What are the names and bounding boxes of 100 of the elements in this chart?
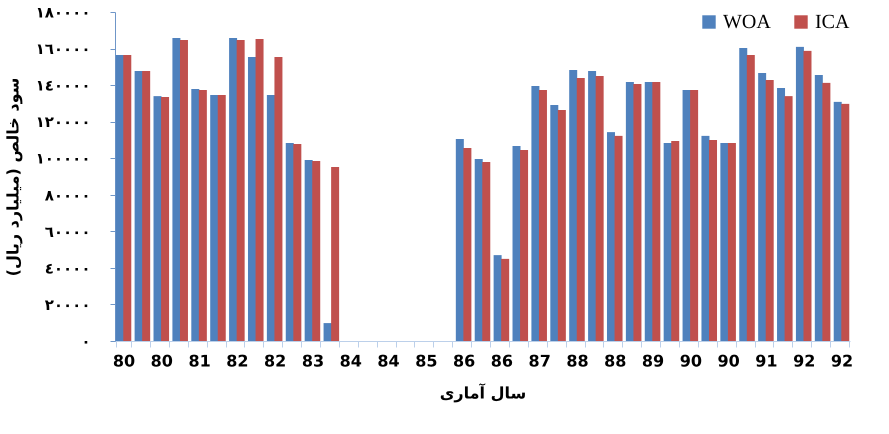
bar — [728, 143, 736, 341]
bar — [834, 102, 842, 341]
bar — [671, 141, 680, 341]
bar — [558, 110, 566, 341]
bar — [550, 105, 558, 341]
bar — [248, 56, 256, 341]
bar — [766, 80, 774, 341]
x-tick-label: 86 — [490, 352, 514, 370]
bar — [324, 323, 332, 341]
bar — [664, 143, 672, 341]
bar — [494, 255, 502, 341]
bar — [154, 96, 162, 341]
bar — [682, 90, 691, 341]
bar — [229, 38, 238, 341]
bar — [784, 96, 793, 341]
bar — [720, 143, 728, 341]
bar — [274, 56, 282, 341]
x-tick-label: 84 — [377, 352, 400, 370]
y-tick-label: ٠ — [81, 332, 90, 350]
bar — [758, 73, 766, 341]
bar — [841, 104, 850, 341]
bar — [474, 158, 483, 341]
bar — [293, 144, 302, 341]
bar — [123, 54, 132, 341]
bar — [482, 162, 490, 341]
x-tick-label: 92 — [830, 352, 854, 370]
y-tick-label: ٦٠٠٠٠ — [44, 222, 90, 241]
x-tick-label: 80 — [150, 352, 173, 370]
bar — [134, 71, 143, 341]
bar — [814, 75, 823, 341]
x-tick-label: 90 — [680, 352, 702, 370]
bar — [218, 94, 226, 341]
x-tick-label: 86 — [452, 352, 476, 370]
bar — [538, 90, 547, 341]
y-tick-label: ١٢٠٠٠٠ — [36, 113, 90, 132]
x-tick-label: 91 — [755, 352, 778, 370]
bar — [596, 76, 604, 341]
x-tick-label: 88 — [566, 352, 589, 370]
bar — [198, 90, 207, 341]
bar — [633, 84, 642, 341]
x-tick-label: 81 — [188, 352, 211, 370]
bar — [463, 148, 472, 341]
y-tick-label: ١٠٠٠٠٠ — [36, 150, 90, 168]
bar — [210, 94, 218, 341]
bar — [266, 94, 275, 341]
bar — [520, 150, 528, 341]
x-tick-label: 80 — [112, 352, 136, 370]
legend-label: ICA — [815, 11, 850, 33]
bar — [626, 82, 634, 341]
bar — [456, 139, 464, 341]
y-tick-label: ٤٠٠٠٠ — [44, 259, 90, 278]
bar — [501, 258, 510, 341]
bar — [286, 143, 294, 341]
bar — [256, 39, 264, 341]
bar — [701, 136, 710, 341]
bar — [116, 54, 124, 341]
bar — [777, 88, 786, 341]
bar — [644, 82, 653, 341]
bar — [709, 140, 718, 341]
x-tick-label: 83 — [302, 352, 324, 370]
bar — [606, 132, 615, 341]
bar — [803, 50, 812, 341]
y-tick-label: ١٦٠٠٠٠ — [36, 40, 90, 58]
bar — [739, 48, 748, 341]
bar — [746, 54, 755, 341]
bar — [236, 40, 245, 341]
x-tick-label: 82 — [226, 352, 249, 370]
y-tick-label: ١٤٠٠٠٠ — [36, 76, 90, 95]
x-tick-label: 89 — [642, 352, 664, 370]
x-tick-label: 85 — [415, 352, 438, 370]
bar — [822, 82, 830, 341]
x-axis-title: سال آماری — [440, 382, 526, 402]
bar — [191, 88, 200, 341]
x-tick-label: 82 — [264, 352, 286, 370]
y-tick-label: ١٨٠٠٠٠ — [36, 4, 90, 22]
bar — [304, 160, 313, 341]
bar — [512, 146, 521, 341]
bar — [796, 46, 804, 341]
bar — [569, 70, 578, 341]
bar — [312, 160, 320, 341]
x-tick-label: 88 — [604, 352, 626, 370]
y-tick-label: ٨٠٠٠٠ — [44, 186, 90, 204]
x-tick-label: 87 — [528, 352, 551, 370]
bar — [172, 38, 180, 341]
bar — [588, 71, 596, 341]
bar — [614, 136, 623, 341]
bar — [652, 82, 660, 341]
bar — [576, 78, 585, 341]
bar — [531, 86, 540, 341]
y-axis-title: سود خالص (میلیارد ریال) — [4, 78, 23, 276]
bar — [161, 96, 170, 341]
y-tick-label: ٢٠٠٠٠ — [44, 296, 90, 314]
x-tick-label: 90 — [717, 352, 740, 370]
x-tick-label: 92 — [793, 352, 816, 370]
bar — [331, 166, 340, 341]
bar — [690, 90, 698, 341]
x-tick-label: 84 — [340, 352, 362, 370]
bar — [180, 40, 188, 341]
bar — [142, 71, 150, 341]
legend-label: WOA — [723, 11, 772, 33]
